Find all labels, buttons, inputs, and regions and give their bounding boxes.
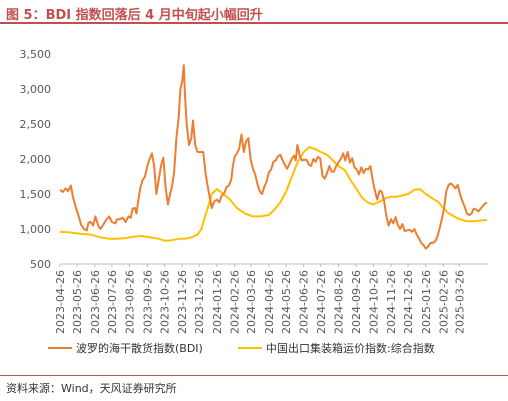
x-tick-label: 2024-04-26 [263, 270, 276, 334]
x-tick-label: 2024-09-26 [350, 270, 363, 334]
y-tick-label: 500 [30, 258, 51, 271]
source-rule [0, 375, 508, 376]
x-tick-label: 2024-07-26 [315, 270, 328, 334]
y-tick-label: 3,500 [20, 48, 52, 61]
legend-item-ccfi: 中国出口集装箱运价指数:综合指数 [266, 341, 435, 355]
x-tick-label: 2024-02-26 [229, 270, 242, 334]
plot-area [59, 64, 488, 250]
x-tick-label: 2025-02-26 [437, 270, 450, 334]
legend: 波罗的海干散货指数(BDI) 中国出口集装箱运价指数:综合指数 [48, 341, 435, 355]
line-chart: 500 1,000 1,500 2,000 2,500 3,000 3,500 2023-0… [20, 48, 488, 355]
x-tick-label: 2025-01-26 [420, 270, 433, 334]
x-tick-label: 2024-01-26 [211, 270, 224, 334]
y-tick-label: 1,000 [20, 223, 52, 236]
x-tick-label: 2025-03-26 [453, 270, 466, 334]
x-axis: 2023-04-26 2023-05-26 2023-06-26 2023-07-26… [54, 263, 488, 334]
x-tick-label: 2023-05-26 [71, 270, 84, 334]
x-tick-label: 2023-12-26 [193, 270, 206, 334]
series-line-bdi [59, 64, 488, 250]
x-tick-label: 2024-03-26 [245, 270, 258, 334]
x-tick-label: 2024-12-26 [402, 270, 415, 334]
x-tick-label: 2024-06-26 [298, 270, 311, 334]
x-tick-label: 2024-08-26 [332, 270, 345, 334]
x-tick-label: 2023-07-26 [106, 270, 119, 334]
x-tick-label: 2024-05-26 [280, 270, 293, 334]
y-tick-label: 2,000 [20, 153, 52, 166]
title-rule [0, 22, 508, 24]
series-line-ccfi [59, 146, 488, 242]
source-note: 资料来源：Wind，天风证券研究所 [6, 382, 177, 395]
y-tick-label: 2,500 [20, 118, 52, 131]
legend-item-bdi: 波罗的海干散货指数(BDI) [76, 341, 203, 355]
x-tick-label: 2024-11-26 [385, 270, 398, 334]
figure-title: 图 5：BDI 指数回落后 4 月中旬起小幅回升 [6, 8, 263, 23]
x-tick-label: 2024-10-26 [367, 270, 380, 334]
x-tick-label: 2023-04-26 [54, 270, 67, 334]
y-axis: 500 1,000 1,500 2,000 2,500 3,000 3,500 [20, 48, 52, 271]
x-tick-label: 2023-09-26 [141, 270, 154, 334]
x-tick-label: 2023-08-26 [124, 270, 137, 334]
x-tick-label: 2023-06-26 [89, 270, 102, 334]
x-tick-label: 2023-11-26 [176, 270, 189, 334]
y-tick-label: 1,500 [20, 188, 52, 201]
x-tick-label: 2023-10-26 [158, 270, 171, 334]
y-tick-label: 3,000 [20, 83, 52, 96]
